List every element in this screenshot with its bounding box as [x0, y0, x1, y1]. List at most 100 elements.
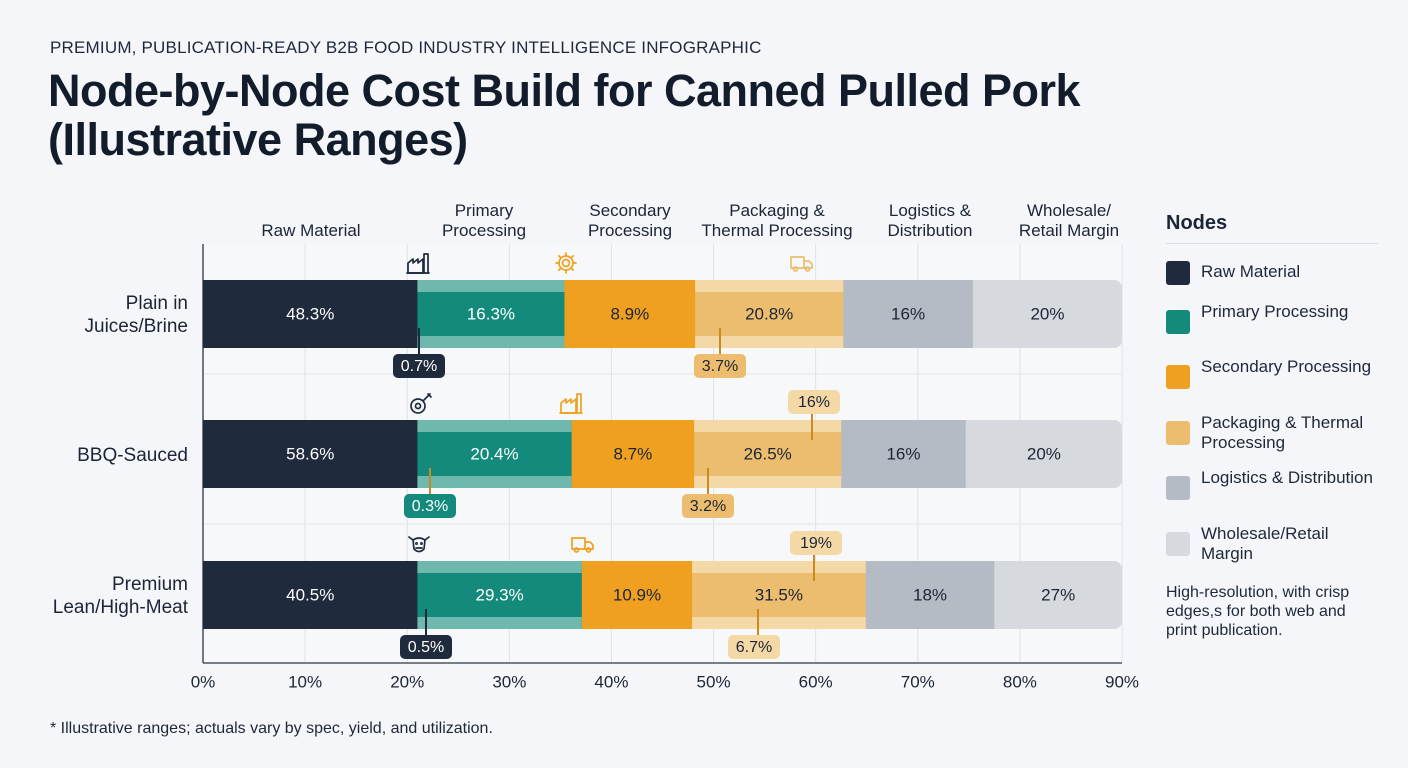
callout-badge — [728, 635, 780, 659]
legend-label: Logistics & Distribution — [1201, 468, 1373, 487]
callout-label: 3.2% — [690, 498, 726, 515]
bar-value-label: 20.8% — [745, 304, 793, 323]
callout-badge — [393, 354, 445, 378]
bar-segment — [571, 420, 695, 488]
x-tick-label: 10% — [288, 672, 322, 691]
category-label: Premium Lean/High-Meat — [53, 574, 189, 618]
truck-icon — [790, 256, 813, 272]
callout-badge — [404, 494, 456, 518]
chart-title: Node-by-Node Cost Build for Canned Pulle… — [48, 65, 1081, 165]
bar-value-label: 8.7% — [614, 444, 653, 463]
truck-icon — [571, 537, 594, 553]
range-band — [695, 280, 844, 292]
legend-note: High-resolution, with crisp edges,s for … — [1166, 584, 1350, 639]
bar-segment-cap — [972, 280, 985, 348]
bar-segment — [203, 280, 418, 348]
x-tick-label: 20% — [390, 672, 424, 691]
legend-label: Wholesale/Retail Margin — [1201, 524, 1329, 563]
bar-value-label: 16% — [886, 444, 920, 463]
category-label: BBQ-Sauced — [77, 445, 188, 466]
bar-segment — [203, 561, 418, 629]
column-header: Packaging & Thermal Processing — [701, 201, 852, 240]
x-tick-label: 50% — [697, 672, 731, 691]
bar-segment — [203, 420, 418, 488]
bar-segment — [994, 561, 1122, 629]
bar-value-label: 58.6% — [286, 444, 334, 463]
x-tick-label: 60% — [799, 672, 833, 691]
range-band — [692, 561, 866, 573]
bar-segment — [841, 420, 967, 488]
callout-label: 0.3% — [412, 498, 448, 515]
callout-badge — [694, 354, 746, 378]
range-band — [692, 617, 866, 629]
x-tick-label: 80% — [1003, 672, 1037, 691]
bar-segment — [581, 561, 693, 629]
callout-label: 16% — [798, 394, 830, 411]
bar-value-label: 16% — [891, 304, 925, 323]
legend: Nodes Raw Material Primary Processing Se… — [1166, 212, 1378, 563]
bar-segment — [564, 280, 696, 348]
range-band — [417, 336, 565, 348]
callout-label: 3.7% — [702, 358, 738, 375]
bar-value-label: 26.5% — [744, 444, 792, 463]
column-header: Wholesale/Retail Margin — [1019, 201, 1119, 240]
callout-badge — [790, 531, 842, 555]
meat-grinder-icon — [410, 393, 432, 414]
range-band — [694, 476, 842, 488]
factory-icon — [406, 253, 430, 274]
column-header: Secondary Processing — [588, 201, 672, 240]
category-label: Plain in Juices/Brine — [85, 293, 189, 337]
bar-value-label: 20% — [1027, 444, 1061, 463]
bar-value-label: 27% — [1041, 585, 1075, 604]
legend-label: Packaging & Thermal Processing — [1201, 413, 1364, 452]
stacked-bar-chart: 0% 10% 20% 30% 40% 50% 60% 70% 80% 90% Raw Materia… — [53, 201, 1139, 691]
footnote: * Illustrative ranges; actuals vary by s… — [50, 720, 493, 737]
bar-segment-cap — [965, 420, 978, 488]
x-tick-label: 40% — [594, 672, 628, 691]
legend-label: Primary Processing — [1201, 302, 1349, 321]
range-band — [695, 336, 844, 348]
bar-value-label: 16.3% — [467, 304, 515, 323]
legend-swatch — [1166, 310, 1190, 334]
gear-icon — [555, 252, 577, 274]
bar-segment — [865, 561, 995, 629]
callout-label: 0.5% — [408, 639, 444, 656]
column-header: Logistics & Distribution — [887, 201, 972, 240]
bar-value-label: 8.9% — [610, 304, 649, 323]
range-band — [694, 420, 842, 432]
legend-label: Raw Material — [1201, 262, 1301, 281]
x-tick-label: 0% — [191, 672, 216, 691]
bar-value-label: 20.4% — [470, 444, 518, 463]
legend-label: Secondary Processing — [1201, 357, 1372, 376]
eyebrow-text: PREMIUM, PUBLICATION-READY B2B FOOD INDU… — [50, 38, 762, 57]
callout-label: 0.7% — [401, 358, 437, 375]
callout-badge — [788, 390, 840, 414]
range-band — [417, 561, 582, 573]
legend-swatch — [1166, 476, 1190, 500]
bar-segment-cap — [994, 561, 1007, 629]
legend-swatch — [1166, 532, 1190, 556]
column-header: Primary Processing — [442, 201, 526, 240]
bar-value-label: 10.9% — [613, 585, 661, 604]
legend-swatch — [1166, 365, 1190, 389]
callout-badge — [400, 635, 452, 659]
bar-value-label: 18% — [913, 585, 947, 604]
column-header: Raw Material — [261, 221, 360, 240]
legend-swatch — [1166, 261, 1190, 285]
bar-value-label: 29.3% — [476, 585, 524, 604]
x-tick-label: 30% — [492, 672, 526, 691]
legend-swatch — [1166, 421, 1190, 445]
bar-segment — [843, 280, 974, 348]
bar-segment — [965, 420, 1122, 488]
bar-segment — [972, 280, 1122, 348]
bar-value-label: 40.5% — [286, 585, 334, 604]
factory-icon — [559, 393, 583, 414]
callout-badge — [682, 494, 734, 518]
bar-value-label: 48.3% — [286, 304, 334, 323]
x-tick-label: 90% — [1105, 672, 1139, 691]
bar-value-label: 31.5% — [755, 585, 803, 604]
range-band — [417, 476, 572, 488]
legend-title: Nodes — [1166, 212, 1378, 244]
range-band — [417, 617, 582, 629]
callout-label: 6.7% — [736, 639, 772, 656]
